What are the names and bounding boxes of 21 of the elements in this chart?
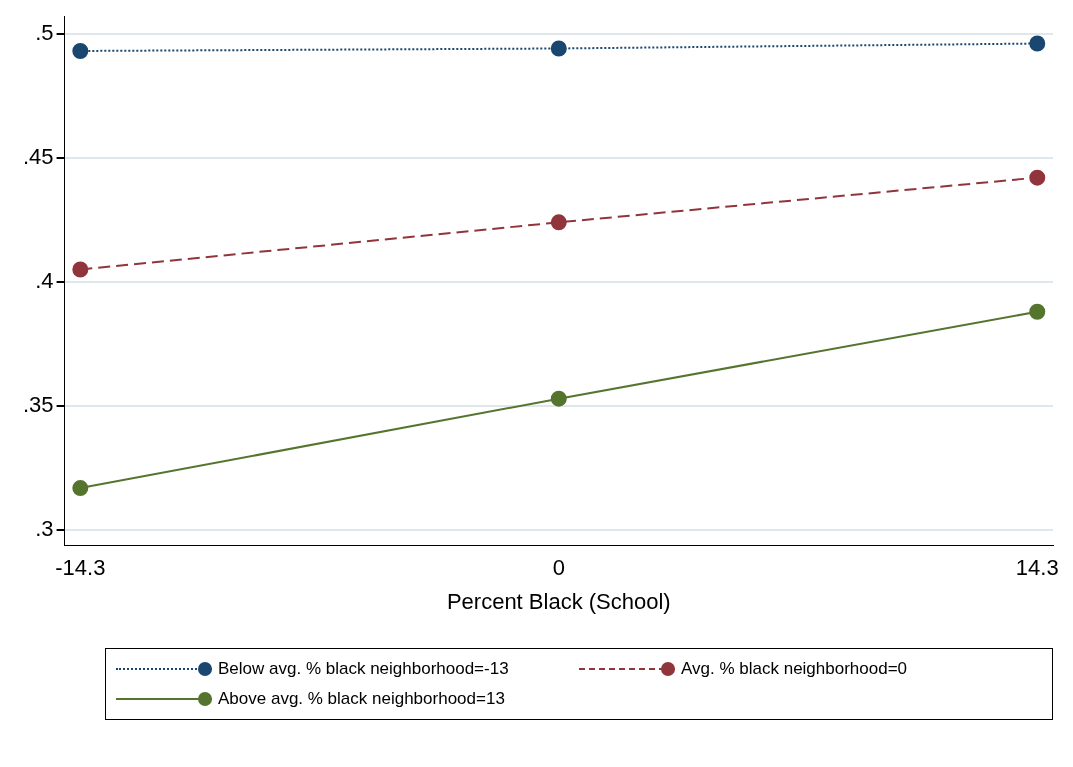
point: [550, 40, 567, 57]
point: [72, 261, 89, 278]
legend-label: Avg. % black neighborhood=0: [681, 659, 908, 679]
y-tick-label: .3: [35, 516, 54, 542]
legend-label: Above avg. % black neighborhood=13: [218, 689, 505, 709]
point: [550, 390, 567, 407]
x-tick-label: 14.3: [1015, 555, 1059, 581]
point: [1029, 35, 1046, 52]
x-tick-label: 0: [552, 555, 565, 581]
y-tick-label: .4: [35, 268, 54, 293]
x-tick-label: -14.3: [55, 555, 106, 581]
point: [72, 42, 89, 59]
x-axis-title: Percent Black (School): [446, 588, 671, 614]
legend-label: Below avg. % black neighborhood=-13: [218, 659, 509, 679]
point: [550, 214, 567, 231]
point: [1029, 303, 1046, 320]
point: [72, 480, 89, 497]
y-tick-label: .35: [22, 392, 54, 418]
y-tick-label: .45: [22, 143, 54, 169]
y-tick-label: .5: [35, 19, 54, 45]
point: [1029, 169, 1046, 186]
